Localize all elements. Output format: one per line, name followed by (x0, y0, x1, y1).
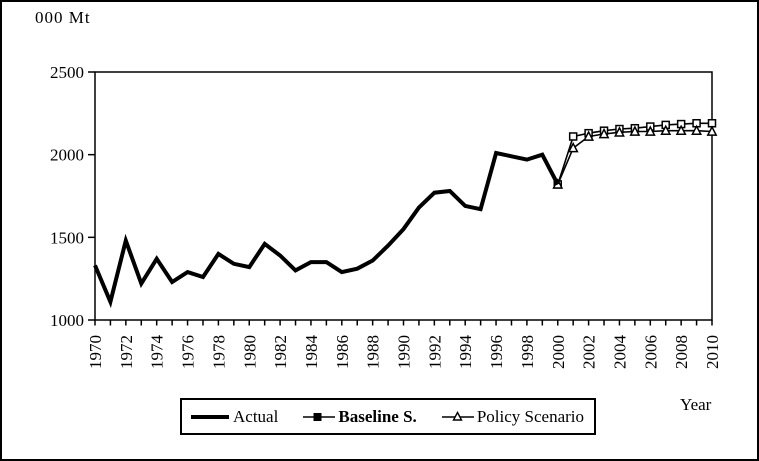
svg-text:2006: 2006 (641, 335, 660, 369)
svg-text:1978: 1978 (209, 335, 228, 369)
x-axis-ticks: 1970 1972 1974 1976 1978 1980 1982 1984 1986 1988… (86, 320, 722, 369)
legend-label-baseline: Baseline S. (338, 406, 417, 426)
svg-text:1972: 1972 (117, 335, 136, 369)
actual-line-sample-icon (191, 414, 229, 419)
legend-item-actual: Actual (190, 407, 278, 427)
y-axis-unit-label: 000 Mt (35, 8, 91, 27)
svg-text:1000: 1000 (50, 311, 84, 330)
svg-text:2002: 2002 (580, 335, 599, 369)
svg-text:1996: 1996 (487, 335, 506, 369)
svg-text:2500: 2500 (50, 63, 84, 82)
svg-text:1986: 1986 (333, 335, 352, 369)
legend-label-actual: Actual (233, 406, 279, 426)
svg-text:1992: 1992 (425, 335, 444, 369)
legend-item-baseline: Baseline S. (303, 406, 417, 427)
svg-text:2000: 2000 (549, 335, 568, 369)
legend-label-policy: Policy Scenario (476, 406, 584, 426)
policy-triangle-marker-icon (441, 410, 474, 421)
svg-text:2000: 2000 (50, 146, 84, 165)
legend: Actual Baseline S. Policy Scenario (180, 398, 596, 435)
svg-text:1984: 1984 (302, 335, 321, 370)
plot-border (94, 71, 713, 321)
series-actual (93, 150, 560, 309)
svg-text:1988: 1988 (364, 335, 383, 369)
svg-text:1994: 1994 (456, 335, 475, 370)
legend-item-policy: Policy Scenario (441, 406, 584, 427)
svg-text:1970: 1970 (86, 335, 105, 369)
svg-text:2008: 2008 (672, 335, 691, 369)
svg-text:1500: 1500 (50, 228, 84, 247)
baseline-square-marker-icon (303, 412, 336, 421)
svg-text:1982: 1982 (271, 335, 290, 369)
svg-text:2010: 2010 (703, 335, 722, 369)
svg-text:1974: 1974 (148, 335, 167, 370)
svg-text:2004: 2004 (610, 335, 629, 370)
svg-text:1998: 1998 (518, 335, 537, 369)
x-axis-title: Year (680, 395, 712, 414)
svg-text:1980: 1980 (240, 335, 259, 369)
svg-text:1990: 1990 (395, 335, 414, 369)
svg-text:1976: 1976 (179, 335, 198, 369)
series-policy-scenario (552, 124, 718, 189)
y-axis-ticks: 2500 2000 1500 1000 (50, 63, 95, 330)
